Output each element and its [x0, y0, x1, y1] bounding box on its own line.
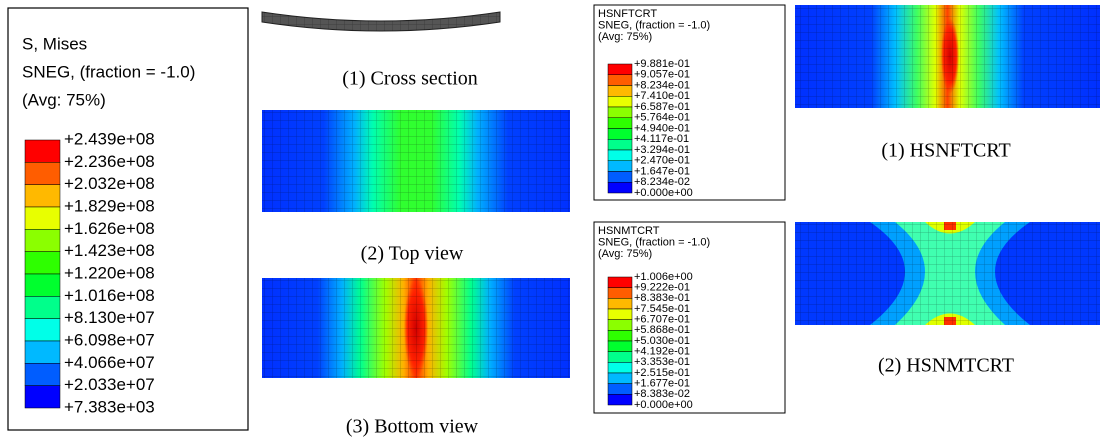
legend-label: +8.130e+07 [64, 308, 155, 327]
legend-label: +1.016e+08 [64, 286, 155, 305]
legend-label: +7.383e+03 [64, 397, 155, 416]
legend-title: HSNMTCRT [598, 225, 660, 237]
color-band [608, 277, 632, 288]
color-band [25, 162, 60, 184]
caption: (1) HSNFTCRT [881, 140, 1010, 162]
legend-title: SNEG, (fraction = -1.0) [22, 62, 195, 81]
legend-title: (Avg: 75%) [22, 90, 106, 109]
color-band [25, 319, 60, 341]
color-band [608, 373, 632, 384]
color-band [608, 288, 632, 299]
legend-label: +6.098e+07 [64, 330, 155, 349]
color-band [25, 229, 60, 251]
legend-label: +2.439e+08 [64, 129, 155, 148]
caption: (2) Top view [361, 243, 464, 265]
legend-label: +0.000e+00 [634, 187, 693, 199]
color-band [608, 96, 632, 107]
color-band [608, 139, 632, 150]
color-band [608, 150, 632, 161]
caption: (1) Cross section [342, 68, 478, 90]
mesh [795, 222, 1100, 325]
mesh [262, 110, 570, 212]
color-band [608, 362, 632, 373]
color-band [25, 274, 60, 296]
color-band [608, 86, 632, 97]
color-band [25, 185, 60, 207]
legend-label: +1.423e+08 [64, 241, 155, 260]
color-band [25, 207, 60, 229]
caption: (3) Bottom view [346, 416, 479, 438]
legend-title: S, Mises [22, 34, 87, 53]
color-band [608, 118, 632, 129]
color-band [608, 309, 632, 320]
color-band [608, 330, 632, 341]
legend-title: (Avg: 75%) [598, 248, 652, 260]
color-band [25, 363, 60, 385]
legend-label: +4.066e+07 [64, 353, 155, 372]
color-band [608, 352, 632, 363]
legend-label: +1.626e+08 [64, 219, 155, 238]
color-band [608, 161, 632, 172]
color-band [25, 252, 60, 274]
color-band [25, 296, 60, 318]
legend-title: HSNFTCRT [598, 8, 657, 20]
legend-label: +1.220e+08 [64, 263, 155, 282]
mesh [795, 5, 1100, 108]
color-band [608, 182, 632, 193]
color-band [25, 386, 60, 408]
color-band [608, 75, 632, 86]
legend-label: +2.032e+08 [64, 174, 155, 193]
mesh [262, 12, 500, 31]
legend-label: +1.829e+08 [64, 196, 155, 215]
color-band [608, 107, 632, 118]
legend-label: +0.000e+00 [634, 399, 693, 411]
legend-label: +2.033e+07 [64, 375, 155, 394]
color-band [25, 140, 60, 162]
legend-title: (Avg: 75%) [598, 31, 652, 43]
color-band [608, 298, 632, 309]
color-band [608, 341, 632, 352]
mesh [262, 278, 570, 378]
legend-label: +2.236e+08 [64, 152, 155, 171]
caption: (2) HSNMTCRT [878, 355, 1014, 377]
color-band [608, 64, 632, 75]
color-band [25, 341, 60, 363]
color-band [608, 129, 632, 140]
figure: S, MisesSNEG, (fraction = -1.0)(Avg: 75%… [0, 0, 1109, 443]
legend-title: SNEG, (fraction = -1.0) [598, 19, 710, 31]
color-band [608, 320, 632, 331]
legend-title: SNEG, (fraction = -1.0) [598, 236, 710, 248]
color-band [608, 384, 632, 395]
color-band [608, 394, 632, 405]
color-band [608, 172, 632, 183]
